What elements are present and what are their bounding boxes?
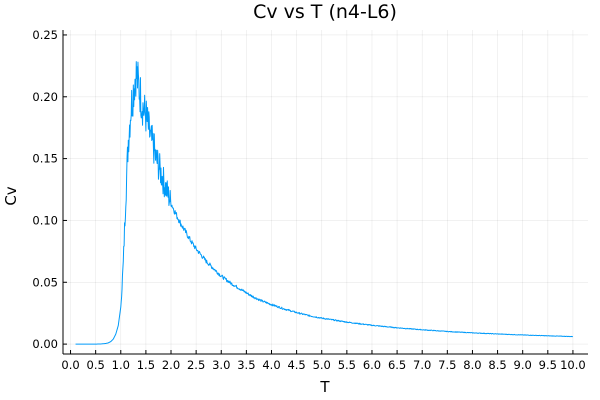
- x-tick-label: 4.0: [262, 358, 280, 372]
- axes: [62, 30, 588, 355]
- x-tick-label: 3.5: [237, 358, 255, 372]
- y-tick-label: 0.15: [32, 152, 58, 166]
- x-tick-label: 9.5: [539, 358, 557, 372]
- y-tick-label: 0.20: [32, 90, 58, 104]
- x-tick-label: 0.0: [61, 358, 79, 372]
- x-tick-label: 1.0: [112, 358, 130, 372]
- x-tick-label: 4.5: [287, 358, 305, 372]
- series-layer: [75, 61, 574, 345]
- x-axis-label: T: [319, 378, 330, 396]
- chart-title: Cv vs T (n4-L6): [253, 1, 397, 23]
- x-tick-label: 1.5: [137, 358, 155, 372]
- y-tick-label: 0.05: [32, 275, 58, 289]
- y-tick-label: 0.25: [32, 28, 58, 42]
- x-tick-label: 8.0: [463, 358, 481, 372]
- x-tick-label: 2.0: [162, 358, 180, 372]
- y-tick-label: 0.00: [32, 337, 58, 351]
- y-axis-label: Cv: [2, 186, 20, 205]
- series-line: [75, 61, 574, 345]
- x-tick-label: 6.0: [363, 358, 381, 372]
- x-tick-label: 6.5: [388, 358, 406, 372]
- x-tick-label: 2.5: [187, 358, 205, 372]
- x-tick-label: 7.0: [413, 358, 431, 372]
- x-tick-label: 5.0: [313, 358, 331, 372]
- y-tick-label: 0.10: [32, 213, 58, 227]
- grid: [63, 30, 588, 354]
- ticks: 0.0 0.5 1.0 1.5 2.0 2.5 3.0 3.5 4.0 4.5 5.0 5.5 6.0 6…: [32, 28, 585, 372]
- x-tick-label: 9.0: [514, 358, 532, 372]
- x-tick-label: 8.5: [488, 358, 506, 372]
- x-tick-label: 7.5: [438, 358, 456, 372]
- x-tick-label: 10.0: [560, 358, 586, 372]
- x-tick-label: 5.5: [338, 358, 356, 372]
- x-tick-label: 3.0: [212, 358, 230, 372]
- x-tick-label: 0.5: [87, 358, 105, 372]
